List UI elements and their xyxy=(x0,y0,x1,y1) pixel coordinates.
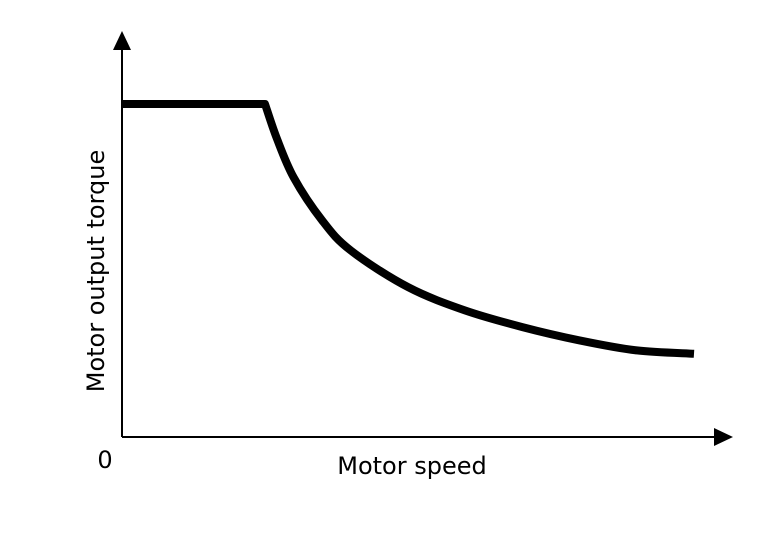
x-axis-title: Motor speed xyxy=(337,452,486,480)
y-axis-arrow-icon xyxy=(113,31,131,50)
y-axis-title: Motor output torque xyxy=(82,150,110,393)
origin-label: 0 xyxy=(97,446,112,474)
plot-area xyxy=(122,100,695,358)
axes xyxy=(113,31,733,446)
torque-speed-curve xyxy=(122,100,695,358)
x-axis-arrow-icon xyxy=(714,428,733,446)
